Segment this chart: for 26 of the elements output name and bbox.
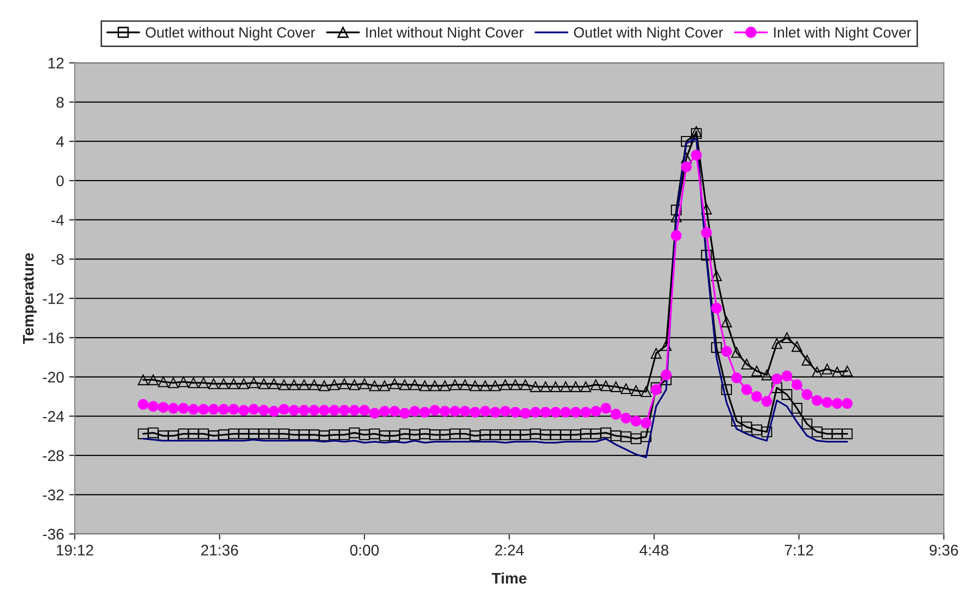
x-axis-title: Time: [492, 572, 526, 584]
x-tick-label: 2:24: [495, 544, 524, 556]
x-tick-label: 0:00: [350, 544, 379, 556]
y-tick-label: -36: [42, 528, 64, 540]
y-tick-label: 4: [56, 136, 64, 147]
x-tick-label: 7:12: [784, 544, 814, 556]
y-tick-label: 12: [48, 58, 64, 68]
y-tick-label: -16: [42, 332, 64, 344]
y-tick-label: -28: [42, 450, 64, 462]
y-tick-label: -4: [51, 214, 64, 226]
y-axis-title: Temperature: [23, 253, 37, 344]
y-tick-label: -20: [42, 372, 64, 383]
x-tick-label: 21:36: [201, 544, 238, 556]
legend-label: Inlet without Night Cover: [366, 26, 524, 40]
legend-label: Outlet without Night Cover: [146, 26, 316, 40]
y-tick-label: 0: [56, 175, 64, 186]
legend-label: Outlet with Night Cover: [574, 26, 724, 40]
y-tick-label: -12: [42, 293, 64, 304]
x-tick-label: 4:48: [640, 544, 668, 556]
x-tick-label: 19:12: [56, 544, 94, 556]
y-tick-label: -8: [51, 254, 64, 265]
y-tick-label: -24: [42, 411, 64, 422]
y-tick-label: -32: [42, 490, 64, 500]
y-tick-label: 8: [56, 96, 64, 108]
x-tick-label: 9:36: [930, 544, 958, 556]
legend-label: Inlet with Night Cover: [774, 26, 912, 40]
